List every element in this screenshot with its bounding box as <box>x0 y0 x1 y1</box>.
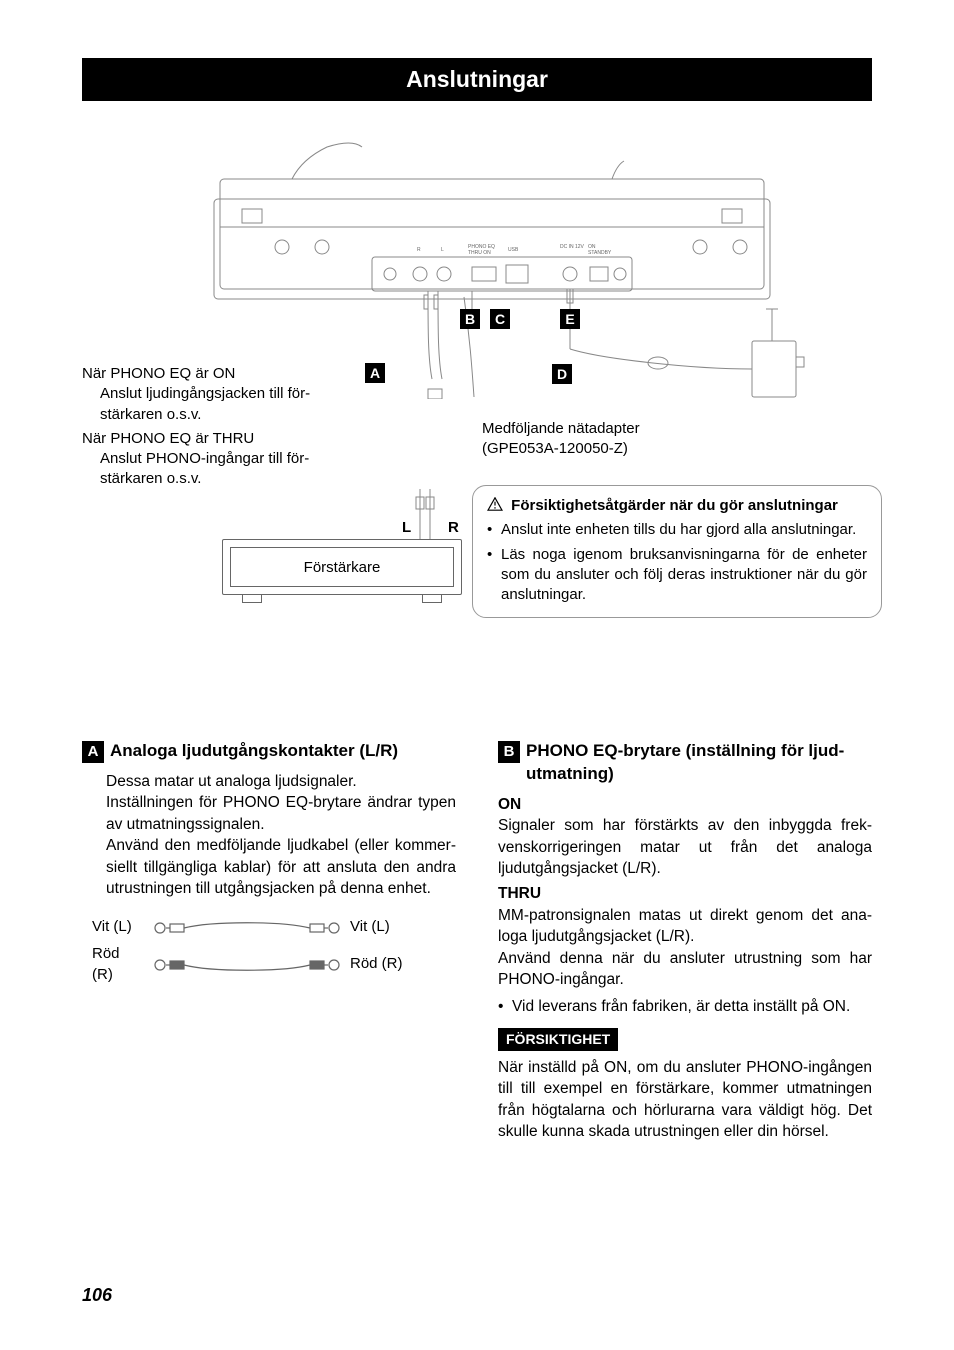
cable-red-left: Röd (R) <box>92 944 144 985</box>
rca-cable-white-icon <box>152 919 342 937</box>
section-b-badge: B <box>498 741 520 763</box>
svg-text:STANDBY: STANDBY <box>588 250 612 256</box>
device-rear-svg: RL PHONO EQTHRU ON USB DC IN 12V ONSTAND… <box>172 139 812 399</box>
on-text: Signaler som har förstärkts av den inbyg… <box>498 815 872 879</box>
on-label: ON <box>498 794 872 815</box>
amp-label: Förstärkare <box>304 559 381 576</box>
thru-label: THRU <box>498 883 872 904</box>
thru-text1: MM-patronsignalen matas ut direkt genom … <box>498 905 872 948</box>
precaution-item: Läs noga igenom bruksanvisningarna för d… <box>487 545 867 606</box>
adapter-line1: Medföljande nätadapter <box>482 419 682 439</box>
section-a-p3: Använd den medföljande ljudkabel (eller … <box>106 835 456 899</box>
svg-text:USB: USB <box>508 247 519 253</box>
rca-cable-red-icon <box>152 956 342 974</box>
section-b: B PHONO EQ-brytare (inställning för ljud… <box>498 739 872 1142</box>
cable-white-right: Vit (L) <box>350 917 410 938</box>
adapter-note: Medföljande nätadapter (GPE053A-120050-Z… <box>482 419 682 458</box>
cable-red-right: Röd (R) <box>350 954 410 975</box>
content-columns: A Analoga ljudutgångskontakter (L/R) Des… <box>82 739 872 1142</box>
svg-text:L: L <box>441 247 444 253</box>
phono-eq-note: När PHONO EQ är ON Anslut ljudingångsjac… <box>82 364 362 490</box>
svg-text:R: R <box>417 247 421 253</box>
svg-text:THRU ON: THRU ON <box>468 250 491 256</box>
page-title-bar: Anslutningar <box>82 58 872 101</box>
thru-text2: Använd denna när du ansluter utrustning … <box>498 948 872 991</box>
phono-thru-head: När PHONO EQ är THRU <box>82 429 362 449</box>
page-number: 106 <box>82 1285 112 1306</box>
section-a: A Analoga ljudutgångskontakter (L/R) Des… <box>82 739 456 1142</box>
cable-row-red: Röd (R) Röd (R) <box>82 944 456 985</box>
phono-on-body: Anslut ljudingångsjacken till för­stärka… <box>82 384 362 425</box>
svg-text:DC IN 12V: DC IN 12V <box>560 244 585 250</box>
precaution-box: Försiktighetsåtgärder när du gör anslutn… <box>472 485 882 618</box>
phono-on-head: När PHONO EQ är ON <box>82 364 362 384</box>
precaution-item: Anslut inte enheten tills du har gjord a… <box>487 520 867 540</box>
cable-white-left: Vit (L) <box>92 917 144 938</box>
diagram-label-d: D <box>552 364 572 384</box>
cable-row-white: Vit (L) Vit (L) <box>82 917 456 938</box>
adapter-line2: (GPE053A-120050-Z) <box>482 439 682 459</box>
diagram-label-a: A <box>365 363 385 383</box>
caution-tag: FÖRSIKTIGHET <box>498 1028 618 1051</box>
connection-diagram: RL PHONO EQTHRU ON USB DC IN 12V ONSTAND… <box>82 139 872 679</box>
section-a-p2: Inställningen för PHONO EQ-brytare ändra… <box>106 792 456 835</box>
section-a-p1: Dessa matar ut analoga ljudsignaler. <box>106 771 456 792</box>
factory-note: Vid leverans från fabriken, är detta ins… <box>498 996 872 1017</box>
precaution-head: Försiktighetsåtgärder när du gör anslutn… <box>511 497 838 514</box>
caution-text: När inställd på ON, om du ansluter PHONO… <box>498 1057 872 1143</box>
amplifier-box: Förstärkare <box>222 539 462 609</box>
section-a-badge: A <box>82 741 104 763</box>
warning-icon <box>487 497 503 511</box>
section-b-title: PHONO EQ-brytare (inställning för ljud­u… <box>526 739 872 786</box>
callout-lines <box>452 291 592 315</box>
page-title: Anslutningar <box>406 66 548 92</box>
section-a-title: Analoga ljudutgångskontakter (L/R) <box>110 739 398 762</box>
phono-thru-body: Anslut PHONO-ingångar till för­stärkaren… <box>82 449 362 490</box>
